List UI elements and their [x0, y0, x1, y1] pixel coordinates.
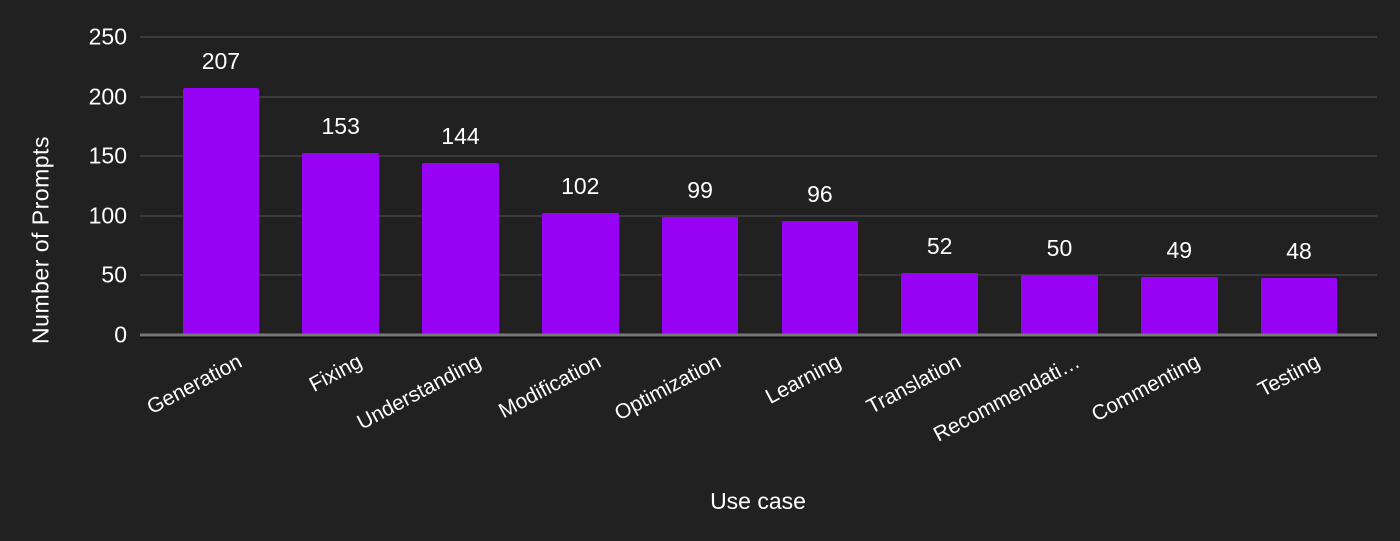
y-tick-label: 150 — [88, 142, 127, 169]
bar-slot: 144 Understanding — [354, 37, 521, 434]
x-category-label-text: Modification — [495, 350, 606, 423]
bar-value-label: 99 — [687, 177, 713, 203]
gridline — [140, 155, 1377, 158]
bar-value-label: 52 — [926, 233, 953, 260]
bar-value-label: 153 — [321, 112, 360, 139]
bar-value-label: 144 — [441, 123, 480, 150]
x-category-label-text: Learning — [761, 350, 845, 409]
bar-slot: 153 Fixing — [281, 37, 401, 397]
bars-row: 207 Generation 153 Fixing 144 Understanding 10… — [143, 37, 1359, 446]
x-category-label-text: Generation — [143, 350, 246, 420]
bar-slot: 48 Testing — [1239, 37, 1359, 402]
bar-value-label: 50 — [1046, 235, 1073, 262]
y-tick-label: 100 — [88, 202, 127, 229]
bar-slot: 99 Optimization — [611, 37, 760, 425]
x-category-label-text: Commenting — [1088, 350, 1205, 427]
gridline — [140, 95, 1377, 98]
y-tick-label: 0 — [114, 321, 127, 348]
bar-optimization: 99 — [661, 177, 739, 335]
gridline — [140, 214, 1377, 217]
y-tick-label: 200 — [88, 83, 127, 110]
bar-slot: 96 Learning — [760, 37, 880, 409]
bar-slot: 102 Modification — [495, 37, 640, 423]
bar-generation: 207 — [182, 48, 260, 335]
y-tick-label: 250 — [88, 23, 127, 50]
x-axis-title: Use case — [710, 488, 806, 514]
bar-understanding: 144 — [422, 123, 499, 335]
bar-slot: 207 Generation — [143, 37, 281, 419]
bar-value-label: 102 — [561, 173, 600, 200]
x-category-label-text: Translation — [862, 350, 965, 419]
x-axis-line — [140, 333, 1377, 337]
bar-fixing: 153 — [302, 113, 380, 335]
gridline — [140, 36, 1377, 38]
plot-area: 207 Generation 153 Fixing 144 Understanding 10… — [89, 24, 1377, 446]
bar-slot: 50 Recommendati… — [930, 37, 1120, 446]
bar-slot: 52 Translation — [863, 37, 1000, 419]
bar-value-label: 207 — [201, 48, 241, 75]
bar-testing: 48 — [1260, 238, 1338, 335]
gridline — [140, 274, 1377, 277]
bar-value-label: 96 — [807, 180, 833, 207]
bar-modification: 102 — [541, 173, 619, 335]
x-category-label-text: Fixing — [305, 350, 366, 397]
bar-translation: 52 — [901, 233, 978, 335]
y-axis-title: Number of Prompts — [27, 136, 54, 344]
bar-value-label: 49 — [1166, 236, 1193, 263]
x-category-label-text: Understanding — [353, 350, 486, 435]
bar-recommendati: 50 — [1021, 235, 1098, 335]
bar-value-label: 48 — [1286, 237, 1312, 264]
bar-slot: 49 Commenting — [1088, 37, 1239, 426]
x-category-label-text: Optimization — [611, 350, 725, 426]
bar-commenting: 49 — [1140, 237, 1218, 335]
x-category-label-text: Testing — [1254, 350, 1324, 402]
y-tick-label: 50 — [101, 261, 127, 288]
bar-learning: 96 — [781, 181, 859, 335]
